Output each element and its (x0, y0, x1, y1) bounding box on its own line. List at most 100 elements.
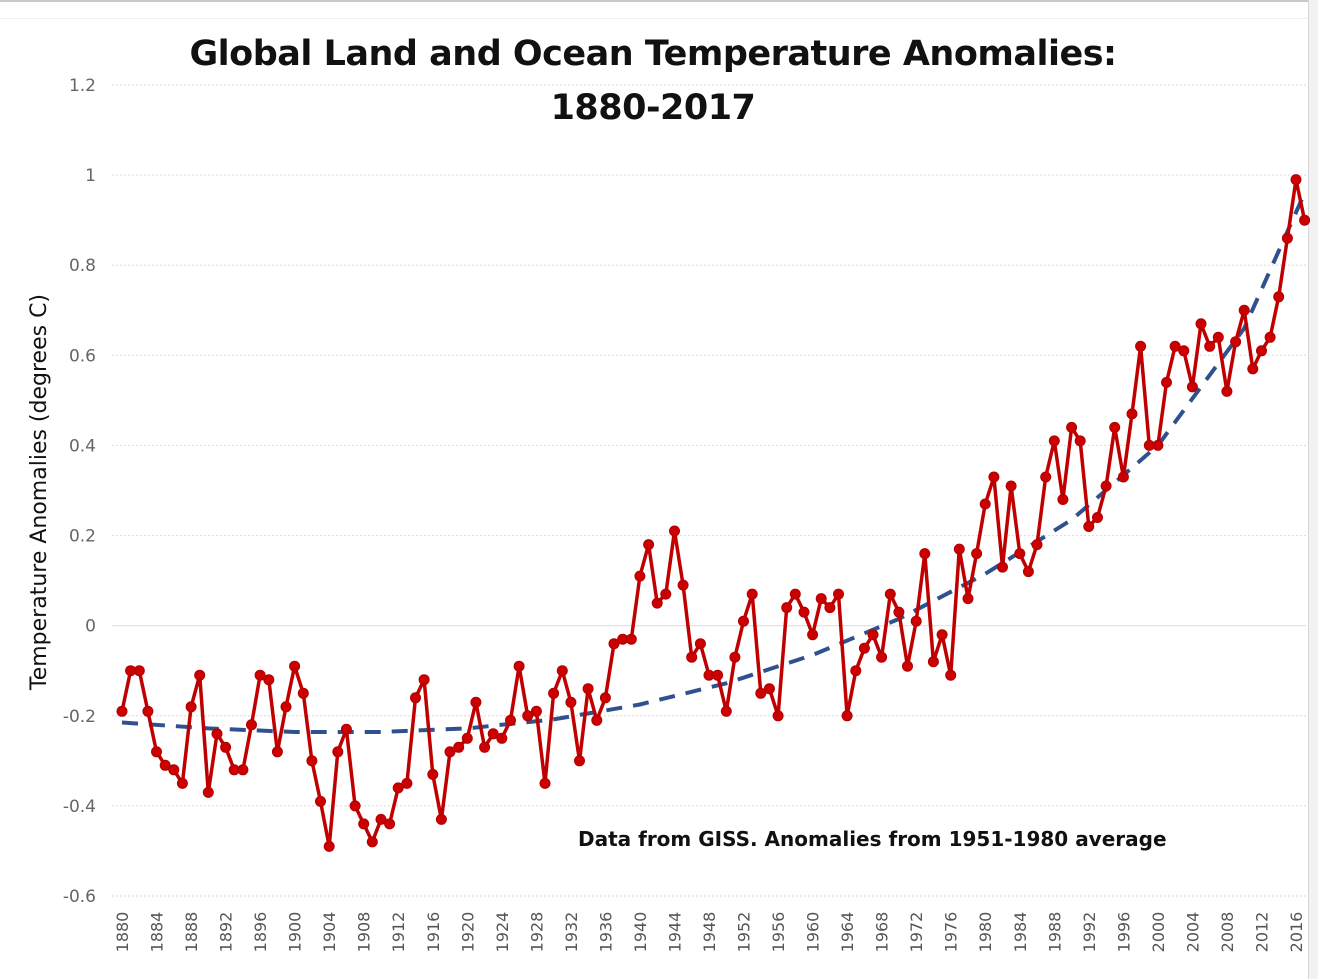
data-point (513, 660, 525, 672)
data-point (815, 593, 827, 605)
x-tick-label: 2016 (1287, 912, 1306, 953)
data-point (1152, 439, 1164, 451)
x-tick-label: 1912 (389, 912, 408, 953)
x-tick-label: 1940 (631, 912, 650, 953)
data-point (1040, 471, 1052, 483)
data-point (1256, 345, 1267, 357)
data-point (669, 525, 680, 537)
data-point (479, 741, 491, 753)
data-point (133, 665, 145, 677)
chart-subtitle: 1880-2017 (550, 88, 756, 128)
data-point (807, 629, 819, 641)
scrollbar-track[interactable] (1308, 0, 1318, 979)
data-point (763, 683, 775, 695)
y-tick-label: -0.4 (63, 797, 96, 817)
data-point (1169, 340, 1181, 352)
data-point (340, 723, 352, 735)
data-point (634, 570, 646, 582)
data-point (556, 665, 568, 677)
x-tick-label: 1968 (873, 912, 892, 953)
y-tick-label: -0.6 (63, 887, 96, 907)
data-point (194, 669, 206, 681)
data-point (401, 777, 413, 789)
data-point (530, 705, 542, 717)
data-point (1014, 548, 1026, 560)
data-point (824, 602, 836, 614)
data-source-annotation: Data from GISS. Anomalies from 1951-1980… (578, 827, 1167, 851)
data-point (565, 696, 577, 708)
data-point (1057, 494, 1069, 505)
data-point (280, 701, 292, 713)
data-point (1186, 381, 1198, 393)
data-point (410, 692, 421, 704)
x-tick-label: 1984 (1011, 912, 1030, 953)
data-point (591, 714, 603, 726)
x-tick-label: 1980 (976, 912, 995, 953)
data-point (1178, 345, 1190, 357)
data-point (1074, 435, 1086, 447)
x-tick-label: 1944 (665, 912, 684, 953)
data-point (220, 741, 232, 753)
data-point (461, 732, 473, 744)
data-point (599, 692, 611, 704)
data-point (746, 588, 758, 600)
data-point (841, 710, 853, 722)
data-point (945, 669, 957, 681)
data-point (971, 548, 983, 560)
data-point (902, 660, 913, 672)
data-point (237, 764, 249, 776)
data-point (574, 755, 585, 767)
data-point (1048, 435, 1060, 447)
y-tick-label: 0.6 (69, 346, 96, 366)
data-point (833, 588, 844, 600)
x-tick-label: 1932 (562, 912, 581, 953)
data-point (988, 471, 1000, 483)
data-point (487, 728, 499, 740)
y-tick-label: 0.2 (69, 527, 96, 547)
data-point (358, 818, 370, 830)
data-point (798, 606, 810, 618)
data-point (366, 836, 378, 848)
y-tick-label: 1 (85, 166, 96, 186)
data-point (1022, 566, 1034, 578)
x-tick-label: 1916 (424, 912, 443, 953)
data-point (1281, 232, 1293, 244)
data-point (927, 656, 939, 668)
y-tick-label: 0 (85, 617, 96, 637)
data-point (1083, 521, 1095, 532)
data-point (686, 651, 698, 663)
x-tick-label: 1900 (286, 912, 305, 953)
data-point (893, 606, 905, 618)
x-axis-ticks: 1880 1884 1888 1892 1896 1900 1904 1908 1912 1916… (113, 912, 1306, 953)
data-point (246, 719, 257, 731)
data-point (1135, 340, 1147, 352)
data-point (979, 498, 991, 510)
data-point (1273, 291, 1285, 303)
data-point (1264, 331, 1276, 343)
data-point (1109, 421, 1121, 433)
x-tick-label: 1904 (320, 912, 339, 953)
data-point (936, 629, 948, 641)
data-point (850, 665, 862, 677)
data-point (1230, 336, 1242, 348)
x-tick-label: 2008 (1218, 912, 1237, 953)
data-point (505, 714, 516, 726)
y-tick-label: 0.4 (69, 436, 96, 456)
data-point (349, 800, 361, 812)
data-point (306, 755, 318, 767)
gridlines (112, 84, 1306, 897)
data-point (729, 651, 741, 663)
y-axis-label: Temperature Anomalies (degrees C) (27, 294, 52, 691)
data-point (539, 777, 551, 789)
x-tick-label: 1888 (182, 912, 201, 953)
data-point (211, 728, 223, 740)
x-tick-label: 1988 (1045, 912, 1064, 953)
data-point (297, 687, 309, 699)
y-tick-label: 1.2 (69, 76, 96, 96)
data-point (1117, 471, 1129, 483)
data-point (789, 588, 801, 600)
data-point (781, 602, 793, 614)
data-point (375, 813, 387, 825)
x-tick-label: 1976 (942, 912, 961, 953)
